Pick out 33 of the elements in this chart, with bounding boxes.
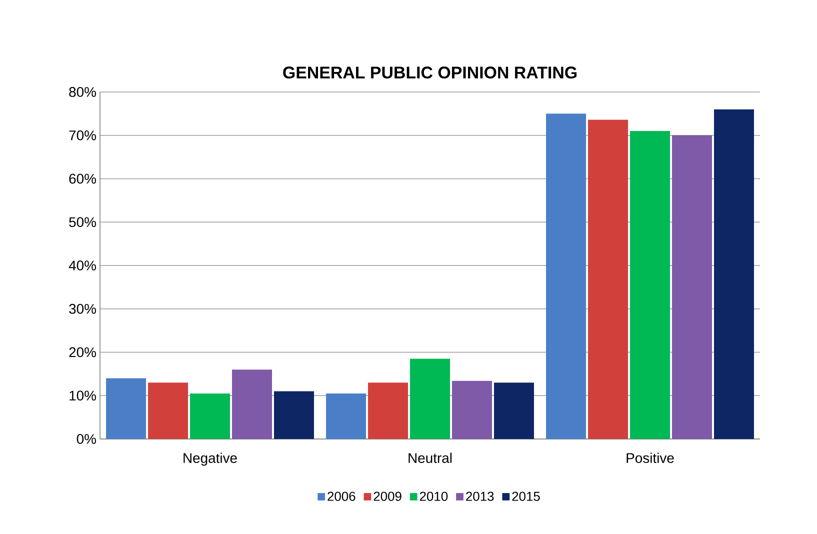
y-tick-label: 40%	[68, 260, 96, 270]
y-tick-label: 60%	[69, 174, 96, 184]
legend-label: 2010	[420, 492, 448, 501]
y-tick-label: 80%	[69, 87, 96, 97]
bar	[148, 382, 188, 439]
bar	[494, 382, 534, 439]
bar	[232, 370, 272, 439]
y-tick-label: 50%	[69, 217, 96, 228]
y-tick-label: 20%	[69, 347, 96, 358]
bar	[274, 391, 314, 439]
y-tick-label: 10%	[70, 390, 96, 401]
bar	[326, 393, 366, 439]
x-tick-label: Positive	[626, 452, 674, 463]
x-tick-label: Neutral	[408, 452, 452, 463]
bar	[410, 358, 450, 439]
bar	[368, 382, 408, 439]
x-tick-label: Negative	[184, 452, 237, 466]
bar	[630, 131, 670, 439]
y-tick-label: 70%	[69, 130, 96, 140]
bar	[588, 120, 628, 439]
bar	[452, 380, 492, 439]
legend-label: 2009	[374, 492, 402, 501]
legend-label: 2015	[512, 492, 540, 501]
bar	[546, 114, 586, 439]
bar	[714, 109, 754, 439]
legend-label: 2006	[328, 492, 356, 501]
y-tick-label: 30%	[69, 304, 96, 314]
legend-label: 2013	[466, 492, 494, 501]
bar	[106, 378, 146, 439]
bar	[190, 393, 230, 439]
chart-title: GENERAL PUBLIC OPINION RATING	[283, 66, 577, 79]
bar	[672, 135, 712, 439]
y-tick-label: 0%	[76, 434, 96, 444]
